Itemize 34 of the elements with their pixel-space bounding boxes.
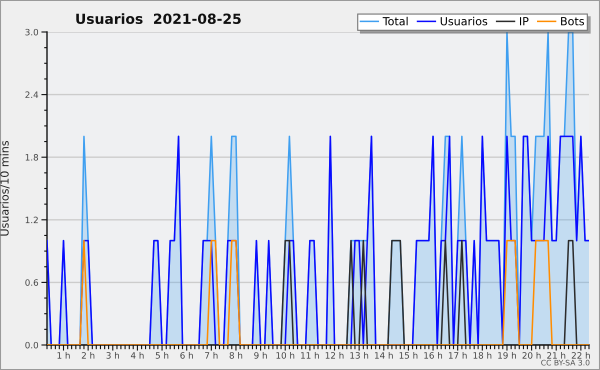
y-axis-title: Usuarios/10 mins xyxy=(0,140,10,236)
x-tick-label: 15 h xyxy=(400,352,418,359)
chart-title: Usuarios 2021-08-25 xyxy=(76,13,241,24)
x-tick-label: 18 h xyxy=(474,352,492,359)
legend-label: IP xyxy=(520,17,528,26)
x-tick-label: 2 h xyxy=(82,352,94,359)
x-tick-label: 17 h xyxy=(448,352,467,359)
x-tick-label: 16 h xyxy=(424,352,442,359)
y-tick-label: 1.8 xyxy=(26,154,38,161)
x-tick-label: 22 h xyxy=(572,352,590,359)
x-tick-label: 7 h xyxy=(205,352,218,359)
x-tick-label: 13 h xyxy=(350,352,368,359)
y-tick-label: 2.4 xyxy=(25,91,38,98)
x-tick-label: 9 h xyxy=(254,352,267,359)
x-tick-label: 14 h xyxy=(375,352,393,359)
x-tick-label: 11 h xyxy=(301,352,319,359)
legend-label: Total xyxy=(382,16,408,26)
legend-label: Usuarios xyxy=(440,16,488,26)
legend-label: Bots xyxy=(561,17,584,26)
x-tick-label: 20 h xyxy=(522,352,541,359)
y-tick-label: 1.2 xyxy=(26,216,38,224)
x-tick-label: 5 h xyxy=(156,352,168,359)
x-tick-label: 1 h xyxy=(58,352,70,359)
y-tick-label: 0.6 xyxy=(25,279,38,286)
x-tick-label: 19 h xyxy=(498,352,516,359)
x-tick-label: 4 h xyxy=(130,352,144,359)
y-tick-label: 3.0 xyxy=(25,28,38,36)
x-tick-label: 6 h xyxy=(180,352,193,359)
y-tick-label: 0.0 xyxy=(25,342,38,348)
x-tick-label: 12 h xyxy=(326,352,344,359)
x-tick-label: 10 h xyxy=(276,352,294,359)
x-tick-label: 8 h xyxy=(230,352,242,359)
x-tick-label: 21 h xyxy=(547,352,566,359)
x-tick-label: 3 h xyxy=(106,352,119,359)
